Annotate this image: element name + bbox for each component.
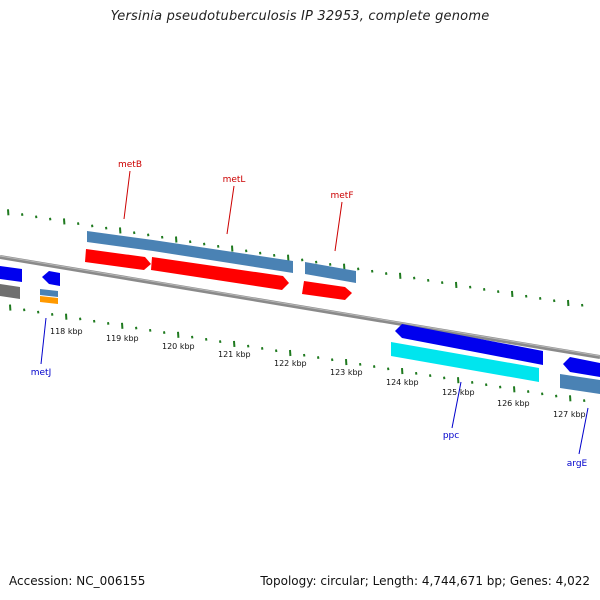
cds-ppc[interactable] <box>391 342 539 382</box>
gene-label-argE[interactable]: argE <box>567 459 588 469</box>
gene-block-metB[interactable] <box>87 231 153 251</box>
gene-label-metL[interactable]: metL <box>223 175 246 185</box>
scale-label-126: 126 kbp <box>497 399 530 408</box>
gene-block-metF[interactable] <box>305 262 356 283</box>
scale-label-121: 121 kbp <box>218 350 251 359</box>
genome-backbone <box>0 255 600 359</box>
gene-block-metJ[interactable] <box>40 289 58 297</box>
scale-label-125: 125 kbp <box>442 388 475 397</box>
leader-metF <box>334 201 343 252</box>
scale-label-119: 119 kbp <box>106 334 139 343</box>
footer-summary: Topology: circular; Length: 4,744,671 bp… <box>260 574 590 588</box>
leader-ppc <box>451 381 462 429</box>
scale-label-124: 124 kbp <box>386 378 419 387</box>
gene-label-ppc[interactable]: ppc <box>443 431 459 441</box>
gene-label-metF[interactable]: metF <box>330 191 353 201</box>
cds-left-edge[interactable] <box>0 266 22 282</box>
cds-gray-left[interactable] <box>0 284 20 299</box>
gene-block-argE[interactable] <box>560 374 600 394</box>
leader-metL <box>226 185 235 235</box>
genome-backbone-highlight <box>0 255 600 357</box>
scale-label-120: 120 kbp <box>162 342 195 351</box>
leader-metJ <box>40 317 47 365</box>
leader-metB <box>123 170 131 220</box>
outer-tick-ring <box>7 209 584 307</box>
cds-ppc-upstream[interactable] <box>395 324 543 365</box>
cds-metJ[interactable] <box>42 271 60 286</box>
cds-metL[interactable] <box>151 257 289 290</box>
scale-label-127: 127 kbp <box>553 410 586 419</box>
gene-label-metJ[interactable]: metJ <box>31 368 52 378</box>
scale-label-118: 118 kbp <box>50 327 83 336</box>
cds-metF[interactable] <box>302 281 352 300</box>
scale-label-122: 122 kbp <box>274 359 307 368</box>
cds-metB[interactable] <box>85 249 151 270</box>
map-title: Yersinia pseudotuberculosis IP 32953, co… <box>110 9 490 24</box>
cds-argE[interactable] <box>563 357 600 377</box>
gene-label-metB[interactable]: metB <box>118 160 142 170</box>
gene-block-metL[interactable] <box>153 240 293 273</box>
cds-orange[interactable] <box>40 296 58 304</box>
leader-argE <box>578 407 589 455</box>
inner-tick-ring <box>9 304 586 403</box>
footer-accession: Accession: NC_006155 <box>9 574 146 588</box>
scale-label-123: 123 kbp <box>330 368 363 377</box>
